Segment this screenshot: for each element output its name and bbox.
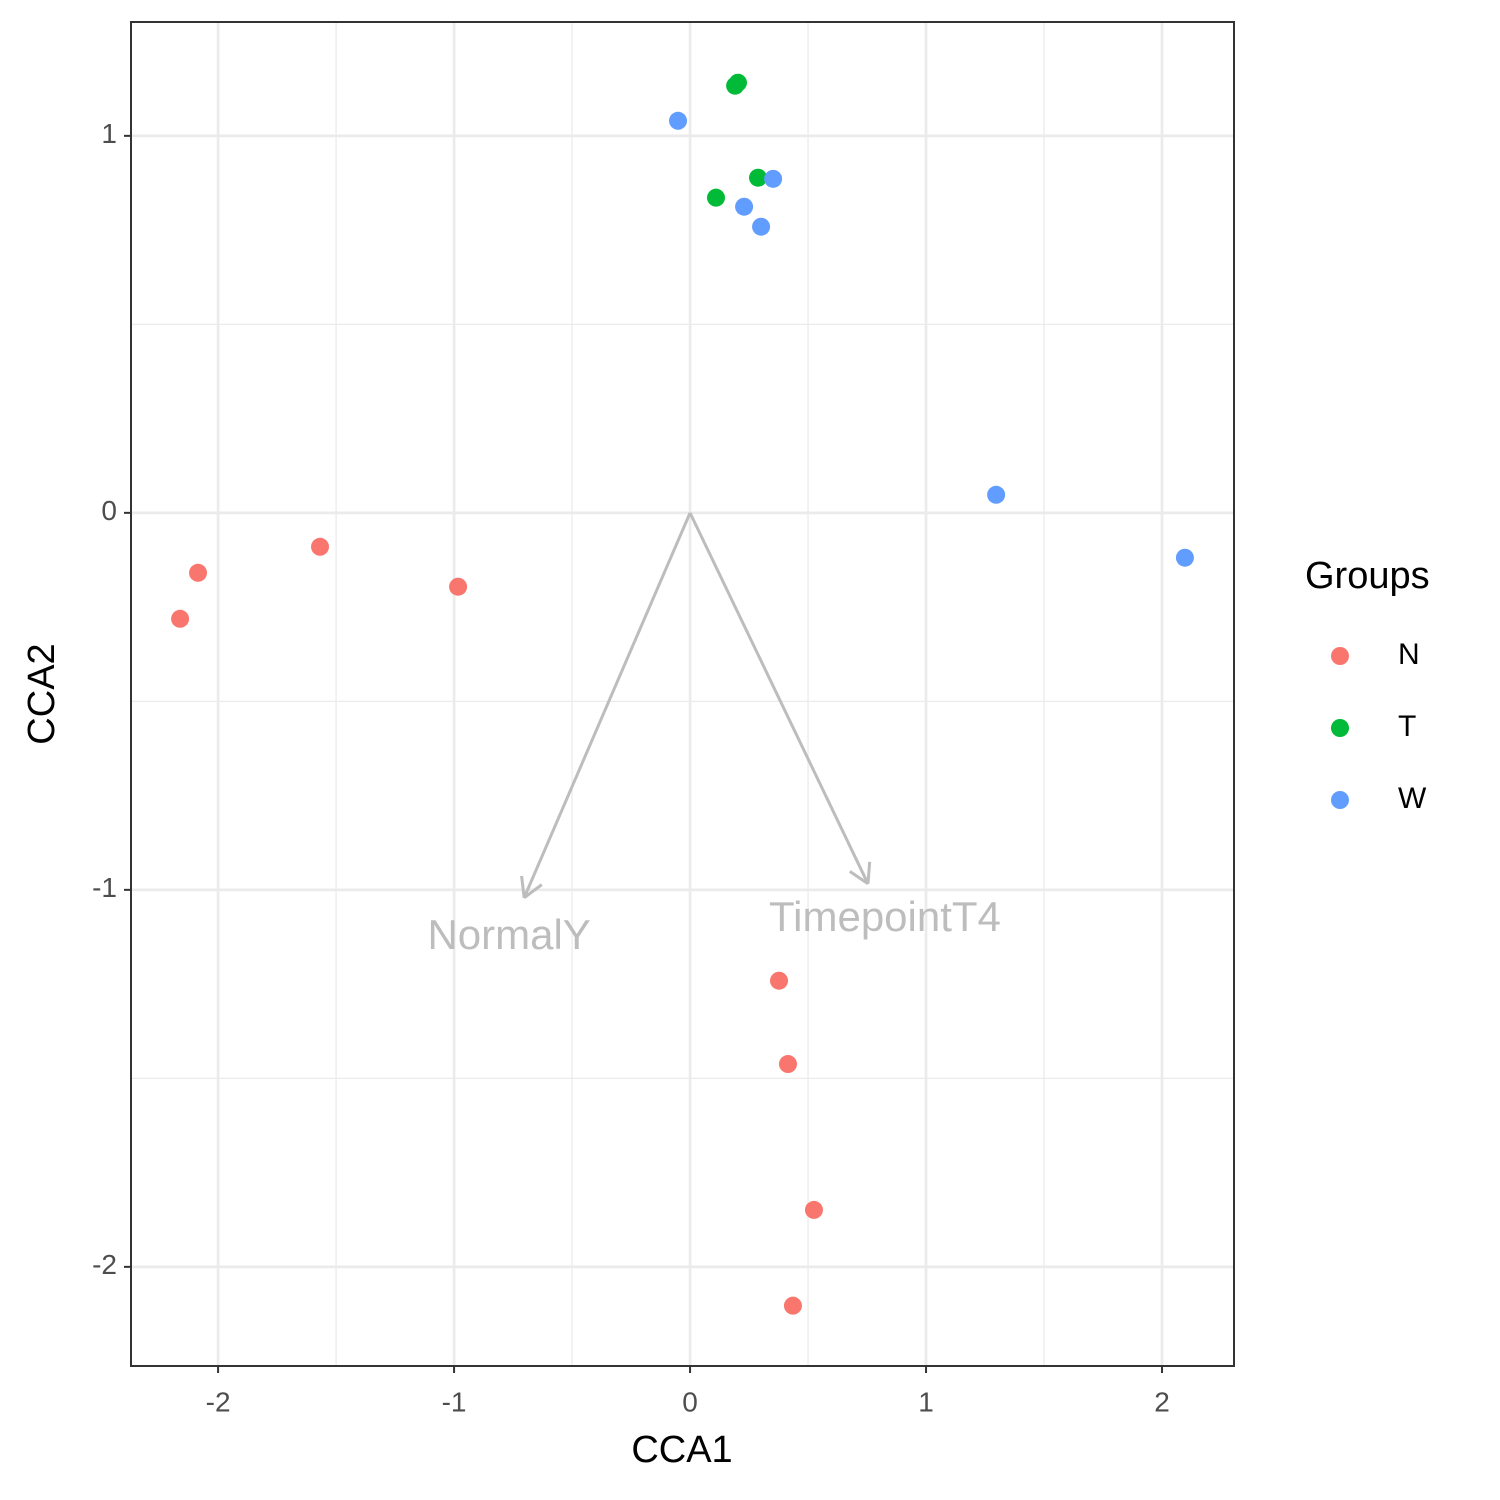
point xyxy=(707,188,726,207)
arrow-shaft xyxy=(688,512,870,885)
legend-key xyxy=(1331,647,1349,665)
biplot-arrow xyxy=(520,512,692,899)
point xyxy=(171,609,190,628)
y-tick-label: -1 xyxy=(92,872,117,903)
point xyxy=(770,971,789,990)
x-tick-label: 1 xyxy=(918,1386,934,1417)
point xyxy=(449,577,468,596)
point xyxy=(726,76,745,95)
legend-label: T xyxy=(1398,710,1416,743)
y-tick-label: -2 xyxy=(92,1249,117,1280)
arrow-head xyxy=(866,861,872,884)
x-tick-label: -2 xyxy=(206,1386,231,1417)
point xyxy=(804,1200,823,1219)
point xyxy=(1175,548,1194,567)
x-tick-label: -1 xyxy=(442,1386,467,1417)
point xyxy=(189,563,208,582)
y-tick-label: 1 xyxy=(101,118,117,149)
y-axis-title: CCA2 xyxy=(21,643,63,744)
point xyxy=(735,197,754,216)
point xyxy=(752,217,771,236)
arrow-label: TimepointT4 xyxy=(769,893,1001,940)
arrow-shaft xyxy=(522,512,692,899)
x-tick-label: 0 xyxy=(682,1386,698,1417)
arrow-label: NormalY xyxy=(427,911,590,958)
x-axis-title: CCA1 xyxy=(631,1429,732,1471)
plot-border xyxy=(130,21,1235,1367)
legend-label: W xyxy=(1398,782,1427,815)
x-tick-label: 2 xyxy=(1154,1386,1170,1417)
point xyxy=(764,169,783,188)
point xyxy=(783,1296,802,1315)
point xyxy=(669,111,688,130)
point xyxy=(987,485,1006,504)
legend-key xyxy=(1331,791,1349,809)
legend-title: Groups xyxy=(1305,555,1430,597)
legend-label: N xyxy=(1398,638,1420,671)
point xyxy=(311,537,330,556)
arrow-head xyxy=(520,875,526,898)
arrow-head xyxy=(523,883,543,899)
point xyxy=(778,1055,797,1074)
legend-key xyxy=(1331,719,1349,737)
y-tick-label: 0 xyxy=(101,495,117,526)
arrow-head xyxy=(848,870,869,886)
biplot-arrow xyxy=(688,512,872,886)
point xyxy=(749,168,768,187)
